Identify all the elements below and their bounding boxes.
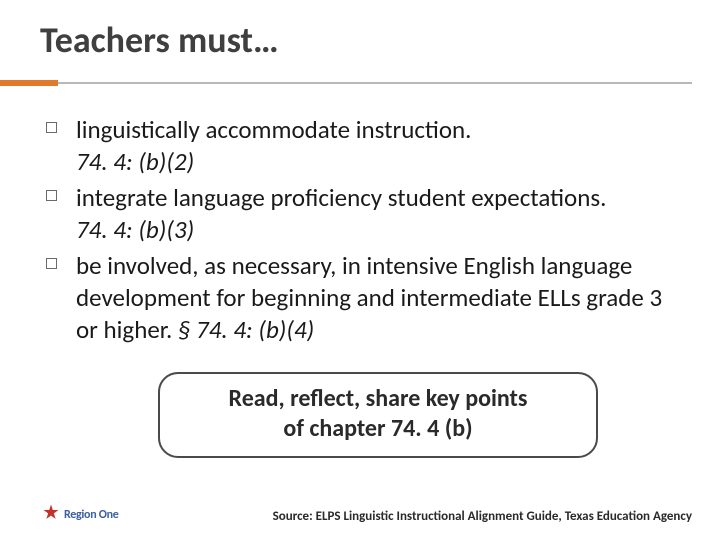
square-bullet-icon xyxy=(46,122,57,133)
callout-line: Read, reflect, share key points xyxy=(180,384,576,414)
logo: Region One xyxy=(42,503,118,526)
callout-box: Read, reflect, share key points of chapt… xyxy=(158,372,598,458)
title-rule xyxy=(0,80,720,86)
callout-line: of chapter 74. 4 (b) xyxy=(180,414,576,444)
bullet-text: be involved, as necessary, in intensive … xyxy=(76,250,662,345)
source-text: Source: ELPS Linguistic Instructional Al… xyxy=(273,509,692,524)
rule-accent xyxy=(0,80,58,86)
bullet-item: linguistically accommodate instruction. … xyxy=(76,114,680,178)
bullet-text: integrate language proficiency student e… xyxy=(76,182,606,213)
square-bullet-icon xyxy=(46,258,57,269)
square-bullet-icon xyxy=(46,190,57,201)
logo-text: Region One xyxy=(64,508,118,522)
bullet-item: be involved, as necessary, in intensive … xyxy=(76,250,680,346)
star-icon xyxy=(42,503,60,526)
footer: Region One Source: ELPS Linguistic Instr… xyxy=(0,498,720,526)
bullet-citation: § 74. 4: (b)(4) xyxy=(178,314,314,345)
slide-title: Teachers must… xyxy=(0,0,720,72)
bullet-citation: 74. 4: (b)(2) xyxy=(76,146,194,177)
bullet-text: linguistically accommodate instruction. xyxy=(76,114,471,145)
content-area: linguistically accommodate instruction. … xyxy=(0,86,720,458)
slide: Teachers must… linguistically accommodat… xyxy=(0,0,720,540)
bullet-citation: 74. 4: (b)(3) xyxy=(76,214,194,245)
bullet-item: integrate language proficiency student e… xyxy=(76,182,680,246)
rule-line xyxy=(58,82,692,84)
